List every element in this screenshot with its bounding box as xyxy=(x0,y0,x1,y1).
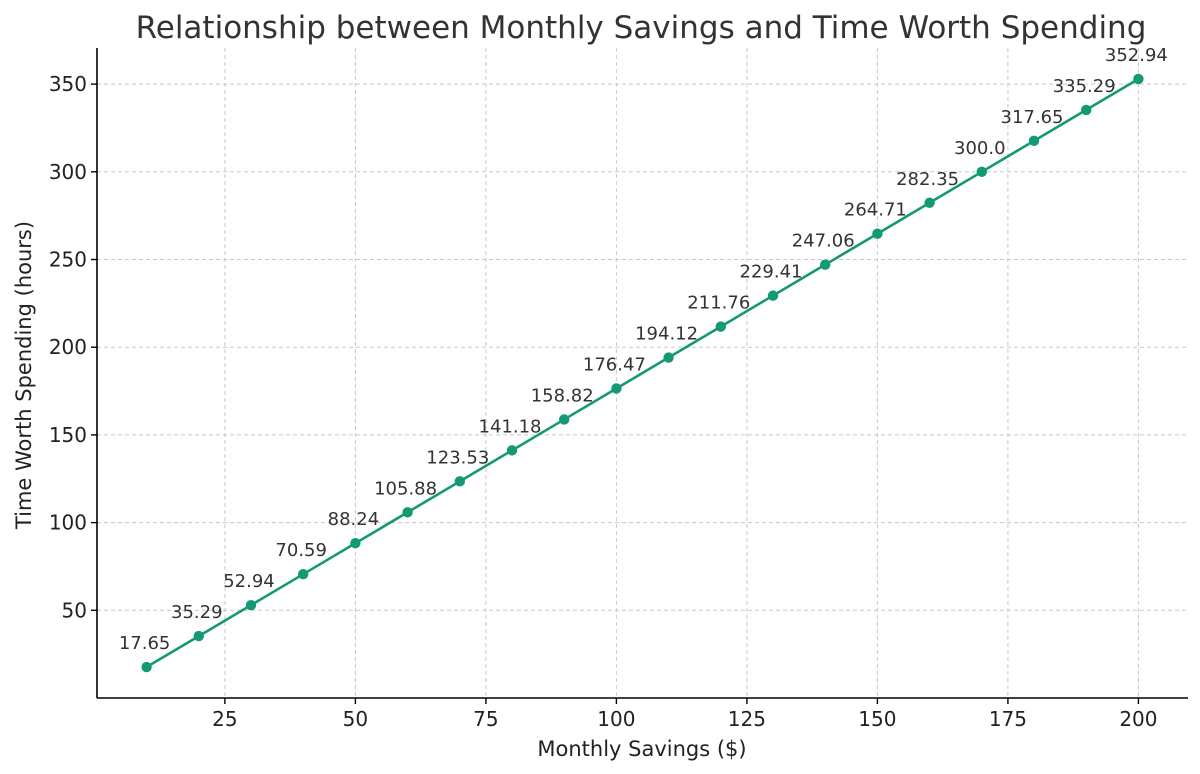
x-tick-label: 175 xyxy=(989,707,1027,731)
data-point xyxy=(924,197,935,208)
data-point xyxy=(1081,104,1092,116)
y-tick-label: 350 xyxy=(49,72,87,96)
y-tick-label: 100 xyxy=(49,511,87,535)
data-label: 158.82 xyxy=(531,385,594,406)
data-label: 17.65 xyxy=(119,633,171,654)
x-axis-ticks: 25 50 75 100 125 150 175 200 xyxy=(212,698,1158,731)
data-point xyxy=(193,630,204,642)
y-tick-label: 50 xyxy=(62,598,87,622)
x-tick-label: 75 xyxy=(473,707,498,731)
data-point xyxy=(1133,73,1144,85)
chart-title: Relationship between Monthly Savings and… xyxy=(136,10,1147,46)
data-label: 282.35 xyxy=(896,169,959,190)
data-point xyxy=(402,507,413,518)
data-point xyxy=(454,476,465,487)
data-point xyxy=(611,383,622,394)
data-label: 352.94 xyxy=(1105,45,1168,66)
data-point xyxy=(1028,135,1040,147)
x-tick-label: 125 xyxy=(728,707,766,731)
x-tick-label: 200 xyxy=(1119,707,1157,731)
data-label: 264.71 xyxy=(844,200,907,221)
data-point xyxy=(976,166,988,178)
series xyxy=(141,73,1144,673)
data-point xyxy=(141,661,152,673)
data-point xyxy=(767,290,779,301)
data-point xyxy=(558,414,570,425)
y-axis-label: Time Worth Spending (hours) xyxy=(12,221,36,530)
data-label: 176.47 xyxy=(583,354,646,375)
data-label: 52.94 xyxy=(223,571,275,592)
x-tick-label: 25 xyxy=(212,707,237,731)
data-label: 300.0 xyxy=(954,138,1006,159)
data-point xyxy=(663,352,674,363)
data-label: 141.18 xyxy=(479,416,542,437)
data-point xyxy=(297,568,309,580)
data-label: 247.06 xyxy=(792,231,855,252)
data-label: 317.65 xyxy=(1001,107,1064,128)
data-label: 229.41 xyxy=(740,262,803,283)
data-label: 123.53 xyxy=(426,447,489,468)
y-axis-ticks: 50 100 150 200 250 300 350 xyxy=(49,72,97,622)
data-label: 105.88 xyxy=(374,478,437,499)
data-label: 35.29 xyxy=(171,602,223,623)
x-tick-label: 150 xyxy=(858,707,896,731)
y-tick-label: 150 xyxy=(49,423,87,447)
data-point xyxy=(245,599,257,611)
y-tick-label: 200 xyxy=(49,335,87,359)
data-label: 335.29 xyxy=(1053,76,1116,97)
data-point xyxy=(350,538,361,549)
data-label: 70.59 xyxy=(275,540,327,561)
y-tick-label: 250 xyxy=(49,248,87,272)
data-point xyxy=(820,259,831,270)
data-point xyxy=(872,228,883,239)
series-line xyxy=(145,77,1140,669)
data-point xyxy=(715,321,727,332)
y-tick-label: 300 xyxy=(49,160,87,184)
data-label: 88.24 xyxy=(328,509,380,530)
data-label: 194.12 xyxy=(635,324,698,345)
axes xyxy=(96,48,1188,699)
x-tick-label: 100 xyxy=(597,707,635,731)
data-point xyxy=(506,445,518,456)
data-label: 211.76 xyxy=(687,293,750,314)
x-axis-label: Monthly Savings ($) xyxy=(537,737,746,761)
x-tick-label: 50 xyxy=(343,707,368,731)
